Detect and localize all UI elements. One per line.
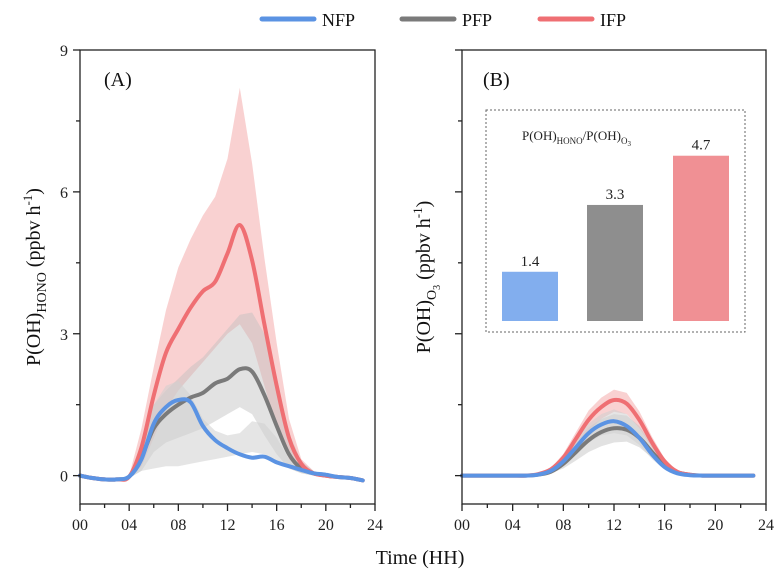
panel-b-xtick-label: 00 — [454, 517, 470, 534]
panel-a-xtick-label: 20 — [318, 517, 334, 534]
panel-b: 00 04 08 12 16 20 24 (B) P(OH)O3 (ppbv h-1) P(… — [410, 49, 774, 534]
legend-label-nfp: NFP — [322, 10, 355, 30]
panel-a-band-nfp — [80, 381, 363, 481]
inset-bar-value-nfp: 1.4 — [521, 254, 540, 270]
panel-a-ytick-label: 6 — [60, 185, 68, 202]
panel-b-xtick-label: 24 — [758, 517, 774, 534]
panel-b-label: (B) — [483, 69, 510, 91]
panel-a-ytick-label: 0 — [60, 469, 68, 486]
panel-a-band-ifp — [80, 87, 363, 481]
panel-a-bands — [80, 87, 363, 481]
panel-a-ytick-label: 3 — [60, 327, 68, 344]
inset-bar-value-pfp: 3.3 — [606, 187, 625, 203]
panel-a-xtick-label: 12 — [220, 517, 236, 534]
panel-a-line-nfp — [78, 397, 365, 483]
panel-b-xtick-label: 12 — [606, 517, 622, 534]
panel-b-band-ifp — [462, 389, 754, 476]
panel-b-xtick-label: 08 — [555, 517, 571, 534]
x-axis-title: Time (HH) — [376, 547, 465, 569]
panel-b-xtick-label: 16 — [657, 517, 673, 534]
panel-a-xtick-label: 16 — [269, 517, 285, 534]
panel-b-lines — [460, 397, 756, 478]
panel-a-xtick-label: 24 — [367, 517, 383, 534]
inset-frame — [485, 109, 746, 333]
inset-bar-nfp — [502, 271, 558, 321]
panel-a-xtick-label: 04 — [121, 517, 137, 534]
panel-b-ylabel: P(OH)O3 (ppbv h-1) — [410, 201, 443, 354]
panel-b-xtick-label: 20 — [707, 517, 723, 534]
legend-label-pfp: PFP — [462, 10, 492, 30]
panel-a-ytick-label: 9 — [60, 43, 68, 60]
inset-bar-ifp — [673, 155, 729, 321]
panel-a-lines — [78, 223, 365, 483]
panel-a-xtick-label: 00 — [72, 517, 88, 534]
panel-a-label: (A) — [104, 69, 132, 91]
panel-a-ylabel: P(OH)HONO (ppbv h-1) — [20, 188, 50, 366]
inset-bar-chart: P(OH)HONO/P(OH)O3 1.4 3.3 4.7 — [485, 109, 746, 333]
panel-b-ticks: 00 04 08 12 16 20 24 — [454, 49, 774, 534]
legend: NFP PFP IFP — [259, 10, 626, 30]
panel-a-ticks: 00 04 08 12 16 20 24 0 3 6 9 — [60, 43, 383, 534]
inset-bar-value-ifp: 4.7 — [692, 138, 711, 154]
panel-b-line-nfp — [460, 419, 756, 478]
panel-b-xtick-label: 04 — [505, 517, 521, 534]
panel-a-xtick-label: 08 — [170, 517, 186, 534]
legend-label-ifp: IFP — [600, 10, 626, 30]
panel-a: 00 04 08 12 16 20 24 0 3 6 9 (A) P(OH)HONO (ppbv h… — [20, 43, 383, 534]
inset-bars: 1.4 3.3 4.7 — [502, 138, 729, 321]
inset-bar-pfp — [587, 204, 643, 321]
inset-title: P(OH)HONO/P(OH)O3 — [522, 128, 631, 148]
